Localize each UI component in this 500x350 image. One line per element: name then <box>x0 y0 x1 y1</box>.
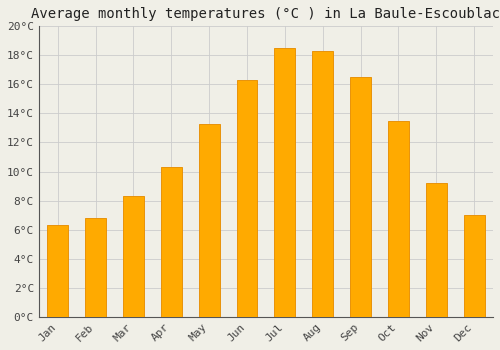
Bar <box>274 48 295 317</box>
Bar <box>426 183 446 317</box>
Bar <box>48 225 68 317</box>
Title: Average monthly temperatures (°C ) in La Baule-Escoublac: Average monthly temperatures (°C ) in La… <box>32 7 500 21</box>
Bar <box>198 124 220 317</box>
Bar <box>123 196 144 317</box>
Bar <box>85 218 106 317</box>
Bar <box>388 121 409 317</box>
Bar <box>236 80 258 317</box>
Bar <box>312 51 333 317</box>
Bar <box>350 77 371 317</box>
Bar <box>464 215 484 317</box>
Bar <box>161 167 182 317</box>
